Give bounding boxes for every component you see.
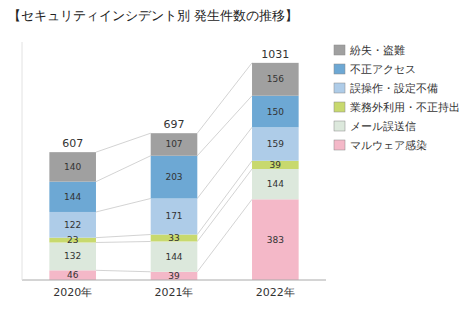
data-label: 140 — [64, 162, 81, 172]
bar-segment — [151, 198, 198, 234]
data-label: 156 — [267, 74, 284, 84]
bar-segment — [49, 212, 96, 238]
bar-segment — [252, 63, 299, 96]
total-label: 697 — [164, 118, 185, 131]
bar-segment — [252, 127, 299, 160]
legend-swatch — [334, 64, 345, 74]
legend: 紛失・盗難不正アクセス誤操作・設定不備業務外利用・不正持出メール誤送信マルウェア… — [334, 44, 460, 151]
total-label: 1031 — [261, 48, 289, 61]
legend-swatch — [334, 83, 345, 93]
connector-line — [96, 198, 151, 211]
data-label: 39 — [270, 160, 282, 170]
legend-swatch — [334, 140, 345, 150]
connector-line — [96, 241, 151, 242]
bar-segment — [49, 182, 96, 212]
data-label: 23 — [67, 235, 78, 245]
x-tick-label: 2021年 — [155, 286, 194, 299]
data-label: 33 — [168, 233, 179, 243]
chart: 【セキュリティインシデント別 発生件数の推移】 46 39 383 132 144 144 2… — [0, 0, 474, 310]
connector-line — [197, 63, 252, 133]
bar-segment — [49, 243, 96, 271]
data-label: 107 — [165, 139, 182, 149]
bar-segment — [49, 270, 96, 280]
data-label: 171 — [165, 211, 182, 221]
data-labels: 46 39 383 132 144 144 23 33 39 122 171 159 144 203 150… — [64, 74, 284, 281]
bar-segment — [151, 241, 198, 271]
data-label: 144 — [267, 179, 284, 189]
legend-label: 紛失・盗難 — [349, 44, 405, 56]
x-tick-label: 2022年 — [256, 286, 295, 299]
connector-line — [96, 235, 151, 238]
bar-segment — [252, 96, 299, 128]
legend-label: 業務外利用・不正持出 — [350, 101, 460, 113]
connector-line — [197, 161, 252, 235]
bar-segment — [151, 133, 198, 156]
x-tick-label: 2020年 — [53, 286, 92, 299]
data-label: 39 — [168, 271, 180, 281]
legend-swatch — [334, 45, 345, 55]
legend-swatch — [334, 102, 345, 112]
legend-label: 誤操作・設定不備 — [350, 82, 438, 94]
legend-label: メール誤送信 — [350, 120, 416, 132]
legend-label: マルウェア感染 — [350, 139, 427, 151]
connector-line — [197, 199, 252, 271]
y-axis-line — [22, 42, 23, 280]
legend-swatch — [334, 121, 345, 131]
data-label: 383 — [267, 235, 284, 245]
data-label: 132 — [64, 251, 81, 261]
data-label: 46 — [67, 270, 79, 280]
bar-segment — [252, 169, 299, 199]
data-label: 203 — [165, 172, 182, 182]
connector-line — [96, 270, 151, 271]
bar-segment — [151, 272, 198, 280]
legend-label: 不正アクセス — [350, 63, 416, 75]
bar-segment — [252, 199, 299, 280]
total-label: 607 — [62, 137, 83, 150]
bars — [49, 63, 298, 280]
bar-segment — [151, 156, 198, 199]
data-label: 144 — [165, 252, 182, 262]
connectors — [96, 63, 252, 272]
title: 【セキュリティインシデント別 発生件数の推移】 — [8, 8, 298, 23]
connector-line — [197, 127, 252, 198]
connector-line — [96, 133, 151, 152]
data-label: 150 — [267, 107, 284, 117]
data-label: 122 — [64, 220, 81, 230]
connector-line — [197, 96, 252, 156]
data-label: 159 — [267, 139, 284, 149]
data-label: 144 — [64, 192, 81, 202]
connector-line — [197, 169, 252, 241]
bar-segment — [252, 161, 299, 169]
bar-segment — [49, 152, 96, 181]
connector-line — [96, 156, 151, 182]
